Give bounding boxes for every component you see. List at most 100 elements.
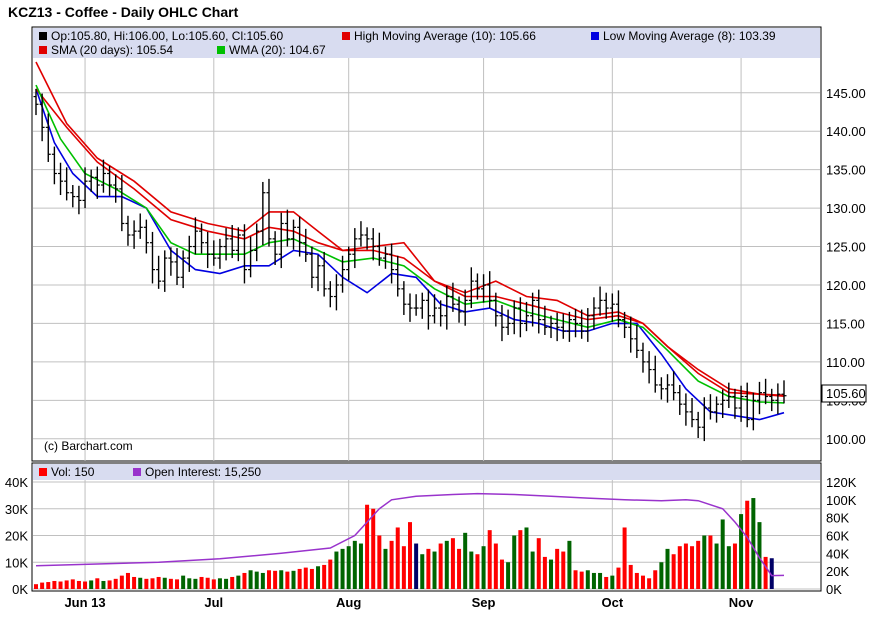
volume-bar [273,570,278,589]
open-interest-line [35,492,785,577]
ohlc-bar [100,159,106,193]
price-tick-label: 115.00 [826,316,865,331]
chart-title: KCZ13 - Coffee - Daily OHLC Chart [8,4,239,20]
volume-bar [58,581,63,589]
ohlc-bar [493,292,499,327]
volume-axis: 0K 10K 20K 30K 40K 0K 20K 40K 60K 80K 100K 120K [5,475,857,597]
price-series [35,61,785,421]
volume-bar [46,582,51,589]
ohlc-bar [628,316,634,353]
ohlc-bar [499,304,505,342]
volume-bar [463,532,468,589]
volume-bar [420,554,425,589]
ohlc-bar [248,236,254,278]
ohlc-bar [333,274,339,311]
sma-line [35,88,785,397]
volume-bar [628,564,633,589]
volume-bar [89,580,94,589]
date-tick-label: Aug [336,595,361,610]
volume-bar [518,530,523,589]
volume-bar [217,578,222,589]
volume-bar [671,554,676,589]
ohlc-bar [382,246,388,269]
volume-tick-label: 0K [12,582,28,597]
volume-bar [138,577,143,589]
volume-bar [193,578,198,589]
ohlc-bar [370,228,376,261]
ohlc-bar [775,383,781,415]
ohlc-bar [413,294,419,316]
ohlc-bar [591,297,597,330]
ohlc-bar [168,247,174,276]
ohlc-bar [530,292,536,327]
ohlc-bar [536,289,542,334]
ohlc-bar [205,231,211,269]
ohlc-bar [82,167,88,209]
volume-tick-label: 20K [5,529,28,544]
volume-bar [512,535,517,589]
price-tick-label: 145.00 [826,86,866,101]
volume-bar [732,543,737,589]
price-tick-label: 110.00 [826,355,865,370]
ohlc-bar [517,297,523,338]
volume-bar [745,500,750,589]
ohlc-bar [346,246,352,281]
volume-bar [168,578,173,589]
ohlc-bar [51,146,57,185]
volume-bar [297,568,302,589]
volume-bar [291,570,296,589]
legend-vol-swatch [39,468,47,476]
ohlc-bar [254,223,260,262]
ohlc-bar [646,351,652,384]
volume-bar [763,556,768,589]
volume-bar [377,535,382,589]
last-price-label: 105.60 [826,386,866,401]
volume-bar [610,575,615,589]
ohlc-bar [505,309,511,335]
ohlc-bar [468,267,474,309]
date-tick-label: Sep [472,595,496,610]
ohlc-bar [192,217,198,255]
volume-bar [647,578,652,589]
ohlc-bar [597,286,603,316]
legend-wma-swatch [217,46,225,54]
volume-bar [702,535,707,589]
price-panel [31,26,822,462]
volume-bar [487,530,492,589]
ohlc-bar [327,281,333,308]
open-interest-path [35,492,785,577]
ohlc-bar [284,209,290,247]
volume-bar [285,571,290,589]
ohlc-bar [554,312,560,342]
oi-tick-label: 100K [826,493,857,508]
price-tick-label: 125.00 [826,240,866,255]
ohlc-bar [131,220,137,249]
volume-bar [579,571,584,589]
volume-bar [340,548,345,589]
ohlc-bar [156,255,162,289]
volume-bar [616,567,621,589]
ohlc-bar [707,394,713,420]
volume-bar [659,562,664,589]
volume-bar [236,575,241,589]
ohlc-bar [113,174,119,203]
volume-bar [107,580,112,589]
volume-bar [444,540,449,589]
ohlc-bar [389,243,395,284]
legend-high-ma-swatch [342,32,350,40]
volume-bar [720,519,725,589]
volume-bar [690,546,695,589]
volume-bar [450,538,455,589]
ohlc-bar [634,324,640,359]
ohlc-bar [432,294,438,324]
legend-oi-swatch [133,468,141,476]
volume-bar [52,580,57,589]
ohlc-bar [229,225,235,259]
ohlc-bar [701,397,707,442]
ohlc-bar [744,382,750,428]
volume-tick-label: 30K [5,502,28,517]
volume-bar [34,584,38,589]
volume-bar [132,576,137,589]
volume-bar [346,546,351,589]
ohlc-bar [278,212,284,269]
